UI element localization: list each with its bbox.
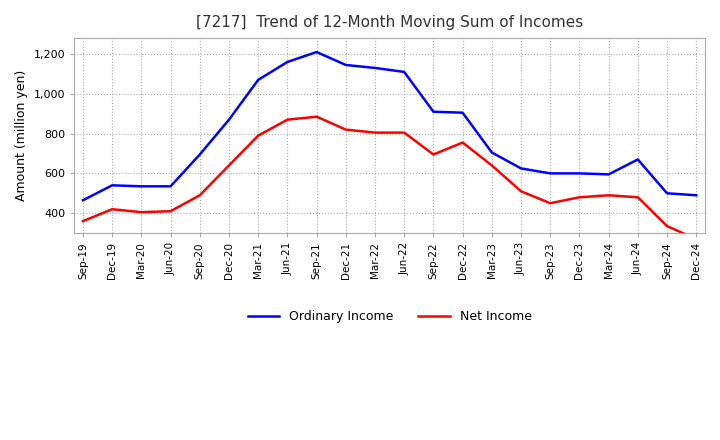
Ordinary Income [517, 166, 526, 171]
Ordinary Income [166, 183, 175, 189]
Net Income [166, 209, 175, 214]
Net Income [692, 236, 701, 242]
Ordinary Income [487, 150, 496, 155]
Net Income [312, 114, 321, 119]
Ordinary Income [137, 183, 145, 189]
Ordinary Income [195, 152, 204, 157]
Ordinary Income [634, 157, 642, 162]
Net Income [254, 133, 263, 138]
Net Income [371, 130, 379, 135]
Ordinary Income [341, 62, 350, 68]
Ordinary Income [546, 171, 554, 176]
Ordinary Income [108, 183, 117, 188]
Net Income [108, 206, 117, 212]
Ordinary Income [371, 65, 379, 70]
Net Income [225, 163, 233, 168]
Ordinary Income [662, 191, 671, 196]
Net Income [400, 130, 408, 135]
Ordinary Income [400, 69, 408, 74]
Ordinary Income [78, 198, 87, 203]
Ordinary Income [604, 172, 613, 177]
Net Income [459, 140, 467, 145]
Net Income [662, 224, 671, 229]
Line: Ordinary Income: Ordinary Income [83, 52, 696, 200]
Net Income [283, 117, 292, 122]
Net Income [546, 201, 554, 206]
Ordinary Income [429, 109, 438, 114]
Net Income [341, 127, 350, 132]
Ordinary Income [283, 59, 292, 65]
Net Income [575, 194, 584, 200]
Net Income [634, 194, 642, 200]
Line: Net Income: Net Income [83, 117, 696, 239]
Net Income [195, 193, 204, 198]
Y-axis label: Amount (million yen): Amount (million yen) [15, 70, 28, 201]
Ordinary Income [225, 117, 233, 122]
Net Income [487, 163, 496, 168]
Ordinary Income [459, 110, 467, 115]
Legend: Ordinary Income, Net Income: Ordinary Income, Net Income [243, 305, 536, 328]
Ordinary Income [692, 193, 701, 198]
Ordinary Income [312, 49, 321, 55]
Net Income [429, 152, 438, 157]
Ordinary Income [254, 77, 263, 83]
Ordinary Income [575, 171, 584, 176]
Title: [7217]  Trend of 12-Month Moving Sum of Incomes: [7217] Trend of 12-Month Moving Sum of I… [196, 15, 583, 30]
Net Income [137, 209, 145, 215]
Net Income [517, 189, 526, 194]
Net Income [604, 193, 613, 198]
Net Income [78, 219, 87, 224]
